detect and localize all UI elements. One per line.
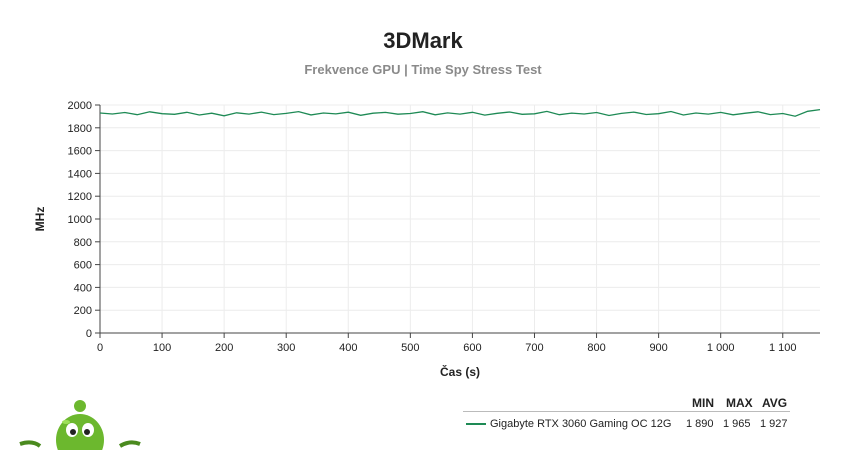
y-tick-label: 800 xyxy=(74,237,92,249)
y-tick-label: 600 xyxy=(74,260,92,272)
y-tick-label: 1400 xyxy=(68,168,92,180)
x-tick-label: 800 xyxy=(587,342,605,354)
y-tick-label: 1600 xyxy=(68,146,92,158)
grid xyxy=(100,104,820,333)
y-tick-label: 2000 xyxy=(68,100,92,112)
chart-subtitle: Frekvence GPU | Time Spy Stress Test xyxy=(304,62,542,77)
x-tick-label: 1 100 xyxy=(769,342,797,354)
legend-header-avg: AVG xyxy=(762,396,788,410)
legend-header-min: MIN xyxy=(692,396,714,410)
legend-series-name: Gigabyte RTX 3060 Gaming OC 12G xyxy=(490,418,672,430)
legend-avg-value: 1 927 xyxy=(760,418,788,430)
x-tick-label: 0 xyxy=(97,342,103,354)
y-tick-label: 400 xyxy=(74,282,92,294)
y-axis-ticks: 0 200 400 600 800 1000 1200 1400 1600 1800 2000 xyxy=(68,100,100,340)
chart-title: 3DMark xyxy=(383,28,463,53)
mascot-logo xyxy=(19,400,141,450)
y-tick-label: 0 xyxy=(86,328,92,340)
series-line xyxy=(99,108,821,117)
y-tick-label: 1200 xyxy=(68,191,92,203)
x-axis-label: Čas (s) xyxy=(440,364,480,379)
x-tick-label: 600 xyxy=(463,342,481,354)
legend-max-value: 1 965 xyxy=(723,418,751,430)
series-layer xyxy=(99,108,821,117)
x-axis-ticks: 0 100 200 300 400 500 600 700 800 900 1 000 1 100 xyxy=(97,333,797,354)
legend-min-value: 1 890 xyxy=(686,418,714,430)
y-tick-label: 1800 xyxy=(68,123,92,135)
x-tick-label: 100 xyxy=(153,342,171,354)
x-tick-label: 500 xyxy=(401,342,419,354)
x-tick-label: 400 xyxy=(339,342,357,354)
x-tick-label: 700 xyxy=(525,342,543,354)
x-tick-label: 200 xyxy=(215,342,233,354)
legend-header-max: MAX xyxy=(726,396,753,410)
x-tick-label: 1 000 xyxy=(707,342,735,354)
y-axis-label: MHz xyxy=(33,207,47,232)
legend-divider xyxy=(463,411,790,412)
y-tick-label: 1000 xyxy=(68,214,92,226)
x-tick-label: 900 xyxy=(649,342,667,354)
y-tick-label: 200 xyxy=(74,305,92,317)
legend-swatch xyxy=(466,423,486,425)
x-tick-label: 300 xyxy=(277,342,295,354)
